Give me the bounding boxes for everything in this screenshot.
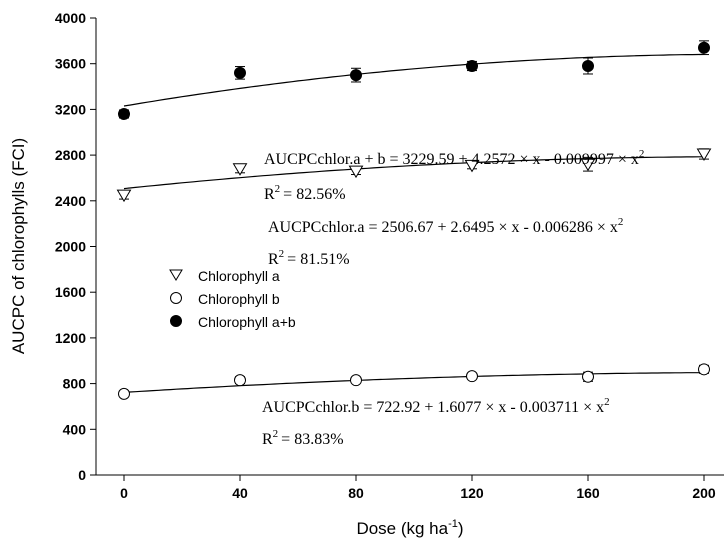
r2-b-prefix: R	[262, 431, 273, 448]
equation-b: AUCPCchlor.b = 722.92 + 1.6077 × x - 0.0…	[262, 396, 610, 448]
point-chlorophyll-a	[696, 148, 712, 161]
y-tick-label: 4000	[55, 10, 86, 26]
equation-a-sup: 2	[618, 216, 624, 228]
legend-marker-chlorophyll-b	[170, 292, 182, 304]
equation-a: AUCPCchlor.a = 2506.67 + 2.6495 × x - 0.…	[268, 216, 623, 268]
legend-label-chlorophyll-ab: Chlorophyll a+b	[198, 314, 296, 330]
point-chlorophyll-a	[580, 158, 596, 172]
legend-label-chlorophyll-a: Chlorophyll a	[198, 268, 280, 284]
y-tick-label: 1200	[55, 330, 86, 346]
point-chlorophyll-b	[582, 370, 594, 383]
r2-a-prefix: R	[268, 251, 279, 268]
y-tick-label: 800	[63, 376, 87, 392]
y-axis-title: AUCPC of chlorophylls (FCI)	[9, 138, 28, 354]
legend: Chlorophyll a Chlorophyll b Chlorophyll …	[169, 268, 296, 330]
legend-label-chlorophyll-b: Chlorophyll b	[198, 291, 280, 307]
y-tick-label: 3200	[55, 101, 86, 117]
equation-b-text: AUCPCchlor.b = 722.92 + 1.6077 × x - 0.0…	[262, 399, 604, 416]
x-tick-label: 0	[120, 485, 128, 501]
svg-text:AUCPCchlor.a = 2506.67 + 2.649: AUCPCchlor.a = 2506.67 + 2.6495 × x - 0.…	[268, 216, 623, 236]
r2-b-sup: 2	[273, 428, 279, 440]
point-chlorophyll-ab	[350, 69, 362, 82]
point-chlorophyll-b	[234, 374, 246, 387]
r2-b-value: = 83.83%	[281, 431, 343, 448]
x-axis-title-main: Dose (kg ha	[356, 519, 448, 538]
y-tick-label: 1600	[55, 284, 86, 300]
fit-curve-chlorophyll-ab	[123, 53, 705, 107]
point-chlorophyll-b	[698, 363, 710, 376]
y-tick-label: 400	[63, 421, 87, 437]
point-chlorophyll-a	[348, 165, 364, 179]
svg-text:R2= 81.51%: R2 = 81.51%	[268, 248, 350, 268]
x-axis-title-close: )	[458, 519, 464, 538]
x-tick-label: 80	[348, 485, 364, 501]
y-tick-label: 3600	[55, 56, 86, 72]
point-chlorophyll-ab	[582, 59, 594, 72]
point-chlorophyll-ab	[466, 59, 478, 72]
point-chlorophyll-ab	[698, 41, 710, 54]
point-chlorophyll-ab	[118, 107, 130, 120]
point-chlorophyll-b	[118, 387, 130, 400]
equation-ab: AUCPCchlor.a + b = 3229.59 + 4.2572 × x …	[264, 148, 644, 203]
r2-ab-prefix: R	[264, 186, 275, 203]
equation-ab-sup: 2	[639, 148, 645, 160]
y-tick-label: 2400	[55, 193, 86, 209]
point-chlorophyll-b	[466, 370, 478, 383]
r2-ab-value: = 82.56%	[283, 186, 345, 203]
svg-text:AUCPCchlor.a + b = 3229.59 + 4: AUCPCchlor.a + b = 3229.59 + 4.2572 × x …	[264, 148, 644, 168]
equation-b-sup: 2	[604, 396, 610, 408]
fit-curve-chlorophyll-b	[123, 372, 705, 393]
x-axis-title-sup: -1	[448, 518, 458, 530]
y-tick-label: 2800	[55, 147, 86, 163]
point-chlorophyll-a	[232, 163, 248, 176]
x-tick-label: 120	[460, 485, 484, 501]
y-tick-label: 0	[78, 467, 86, 483]
equation-a-text: AUCPCchlor.a = 2506.67 + 2.6495 × x - 0.…	[268, 219, 618, 236]
y-tick-label: 2000	[55, 239, 86, 255]
x-tick-label: 40	[232, 485, 248, 501]
r2-a-value: = 81.51%	[287, 251, 349, 268]
x-axis-ticks: 0 40 80 120 160 200	[120, 475, 716, 501]
legend-marker-chlorophyll-ab	[170, 315, 182, 327]
svg-text:AUCPCchlor.b = 722.92 + 1.6077: AUCPCchlor.b = 722.92 + 1.6077 × x - 0.0…	[262, 396, 610, 416]
data-points	[116, 40, 712, 400]
x-tick-label: 160	[576, 485, 600, 501]
fit-curves	[123, 53, 705, 393]
svg-text:R2= 82.56%: R2 = 82.56%	[264, 183, 346, 203]
point-chlorophyll-b	[350, 374, 362, 387]
legend-marker-chlorophyll-a	[169, 269, 183, 281]
r2-a-sup: 2	[279, 248, 285, 260]
r2-ab-sup: 2	[275, 183, 281, 195]
point-chlorophyll-ab	[234, 66, 246, 79]
x-tick-label: 200	[692, 485, 716, 501]
equation-ab-text: AUCPCchlor.a + b = 3229.59 + 4.2572 × x …	[264, 151, 639, 168]
fit-curve-chlorophyll-a	[123, 156, 704, 190]
point-chlorophyll-a	[464, 159, 480, 173]
y-axis-ticks: 0 400 800 1200 1600 2000 2400 2800 3200 3600 4000	[55, 10, 96, 483]
svg-text:R2= 83.83%: R2 = 83.83%	[262, 428, 344, 448]
x-axis-title: Dose (kg ha-1)	[356, 518, 463, 538]
point-chlorophyll-a	[116, 189, 132, 203]
